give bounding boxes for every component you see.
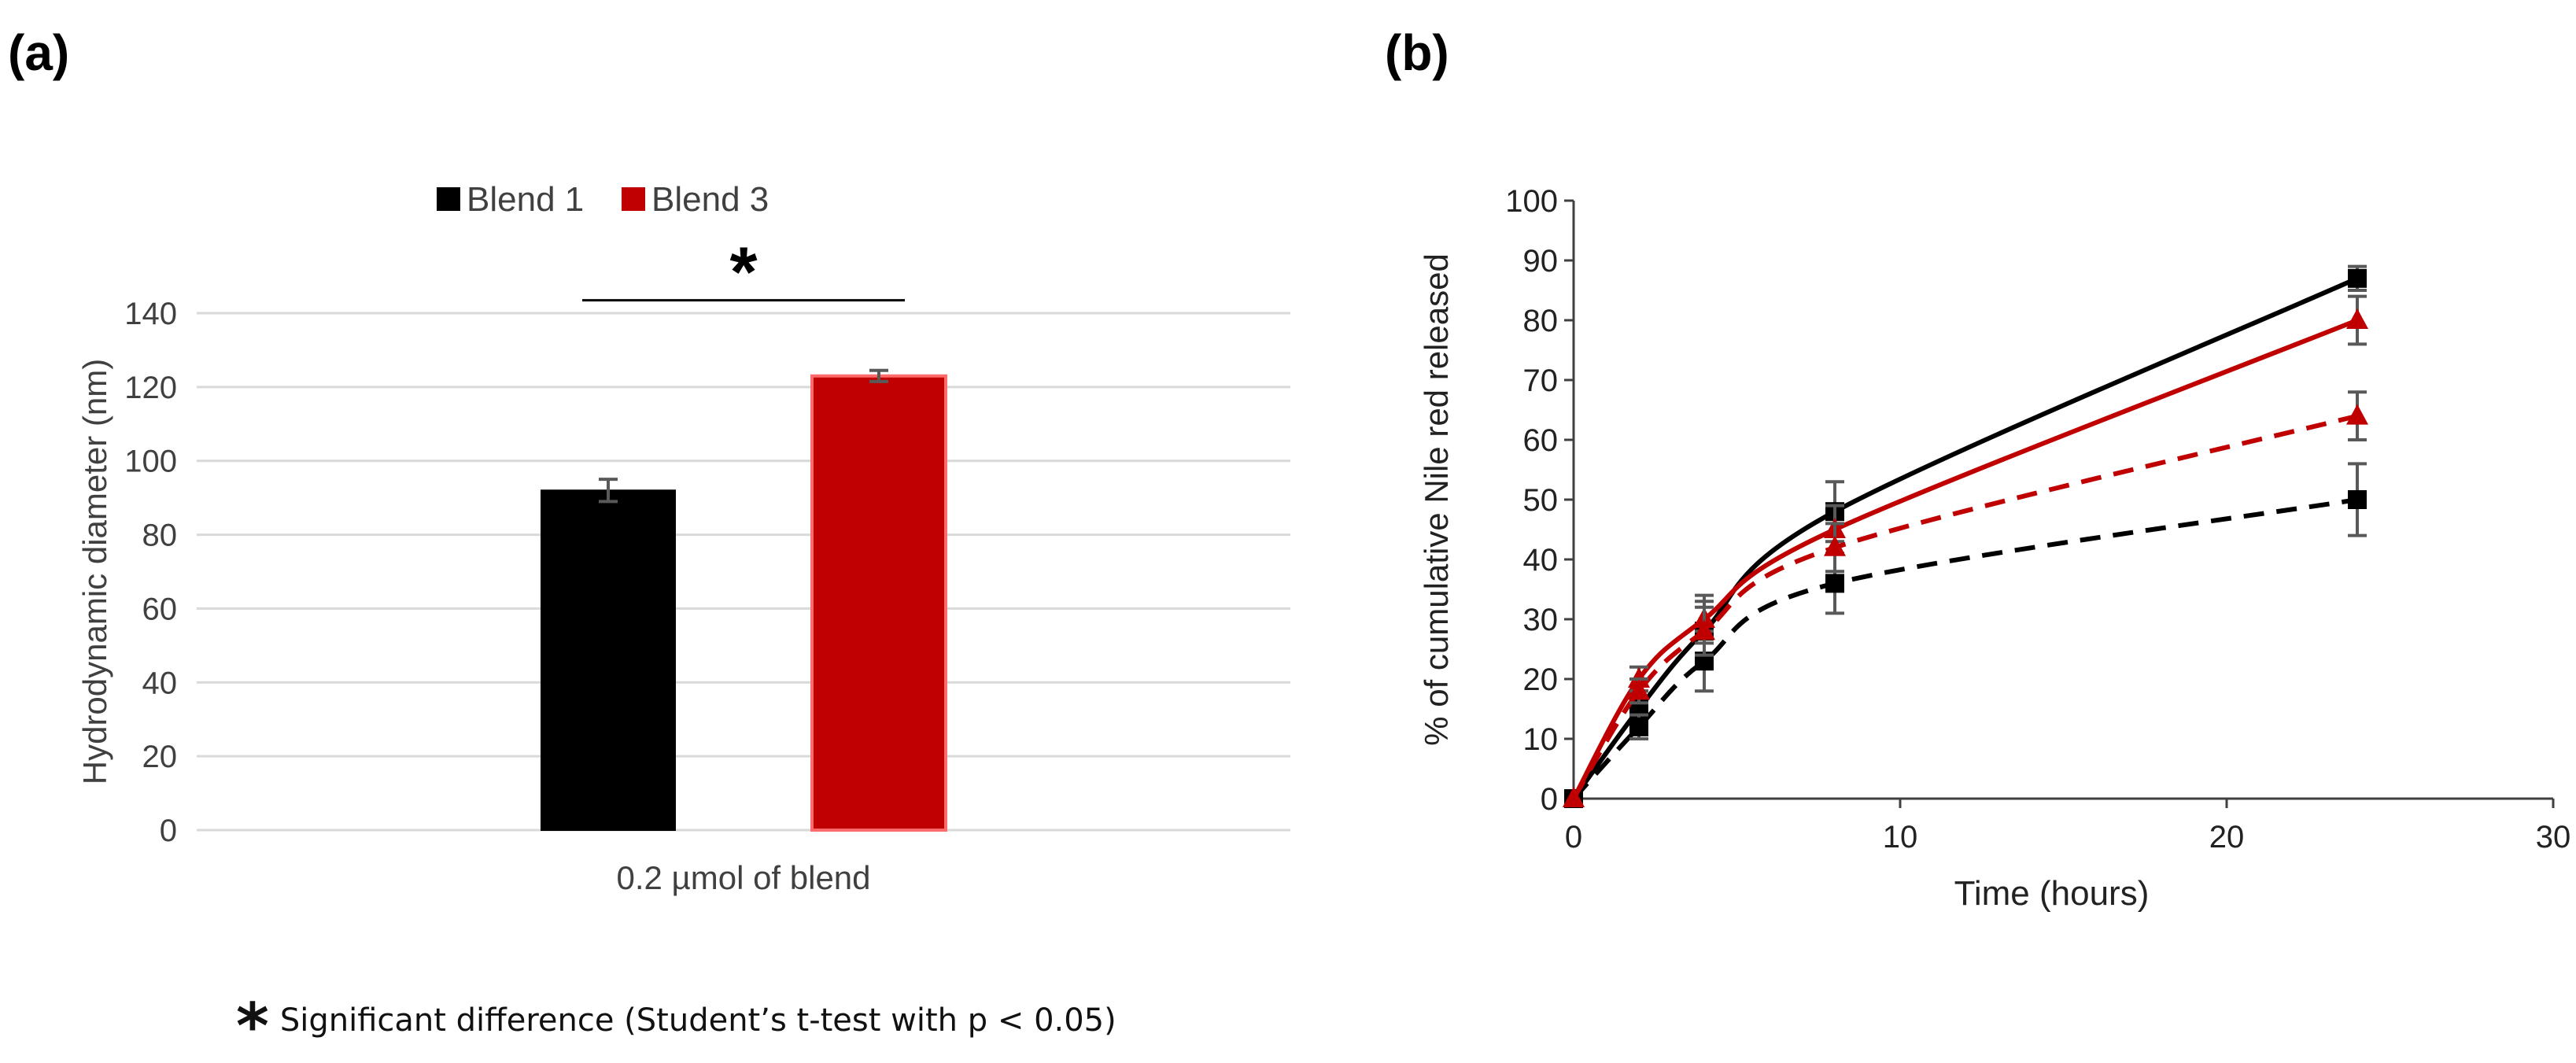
y-tick-label: 20 <box>142 740 178 774</box>
y-tick-label: 20 <box>1523 663 1559 697</box>
data-point-triangle <box>2346 404 2368 425</box>
y-tick-label: 80 <box>142 519 178 553</box>
data-point-triangle <box>2346 308 2368 329</box>
y-tick-label: 140 <box>124 297 177 331</box>
y-tick-label: 90 <box>1523 244 1559 279</box>
data-point-triangle <box>1628 679 1650 700</box>
line-chart-nile-red-release: 0 10 20 30 40 50 60 70 80 90 100 0 10 20 30 Time (hours… <box>1418 184 2571 913</box>
x-category-label: 0.2 µmol of blend <box>616 859 870 896</box>
legend-swatch <box>622 187 645 211</box>
legend-swatch <box>437 187 460 211</box>
y-tick-label: 100 <box>124 445 177 479</box>
data-point-triangle <box>1824 535 1846 556</box>
legend-label: Blend 3 <box>651 180 769 219</box>
data-point-square <box>2348 490 2367 509</box>
y-axis-label: Hydrodynamic diameter (nm) <box>76 359 113 785</box>
data-point-square <box>2348 268 2367 288</box>
y-tick-label: 70 <box>1523 364 1559 398</box>
y-tick-label: 40 <box>142 666 178 700</box>
series-line-2 <box>1571 318 2359 800</box>
significance-footnote: * Significant difference (Student’s t-tes… <box>236 990 1116 1063</box>
y-tick-label: 10 <box>1523 722 1559 757</box>
y-tick-label: 50 <box>1523 483 1559 518</box>
series-line-0 <box>1571 276 2359 800</box>
panel-b-label: (b) <box>1385 24 1449 81</box>
y-tick-label: 0 <box>1541 782 1558 817</box>
y-tick-label: 120 <box>124 371 177 405</box>
y-tick-label: 0 <box>160 814 177 848</box>
data-point-triangle <box>1693 619 1715 640</box>
y-tick-label: 30 <box>1523 603 1559 637</box>
y-tick-label: 60 <box>142 592 178 626</box>
y-tick-label: 60 <box>1523 423 1559 458</box>
asterisk-icon: * <box>236 990 269 1063</box>
x-tick-label: 20 <box>2209 820 2245 854</box>
x-axis-label: Time (hours) <box>1954 874 2150 913</box>
y-tick-label: 80 <box>1523 304 1559 338</box>
y-axis-label: % of cumulative Nile red released <box>1418 253 1455 746</box>
legend-label: Blend 1 <box>467 180 584 219</box>
significance-asterisk: * <box>729 234 757 312</box>
y-tick-label: 40 <box>1523 543 1559 578</box>
x-tick-label: 30 <box>2536 820 2571 854</box>
y-tick-label: 100 <box>1505 184 1558 219</box>
footnote-text: Significant difference (Student’s t-test… <box>279 1002 1116 1039</box>
x-tick-label: 0 <box>1565 820 1582 854</box>
data-point-square <box>1825 574 1844 593</box>
bar-blend-3 <box>810 374 947 832</box>
series-line-1 <box>1571 497 2358 801</box>
panel-a-label: (a) <box>8 24 70 81</box>
data-point-square <box>1629 717 1648 736</box>
data-point-triangle <box>1563 787 1585 807</box>
bar-chart-hydrodynamic-diameter: 0 20 40 60 80 100 120 140 Hydrodynamic diameter … <box>76 180 1290 896</box>
bar-blend-1 <box>541 489 676 831</box>
x-tick-label: 10 <box>1883 820 1918 854</box>
